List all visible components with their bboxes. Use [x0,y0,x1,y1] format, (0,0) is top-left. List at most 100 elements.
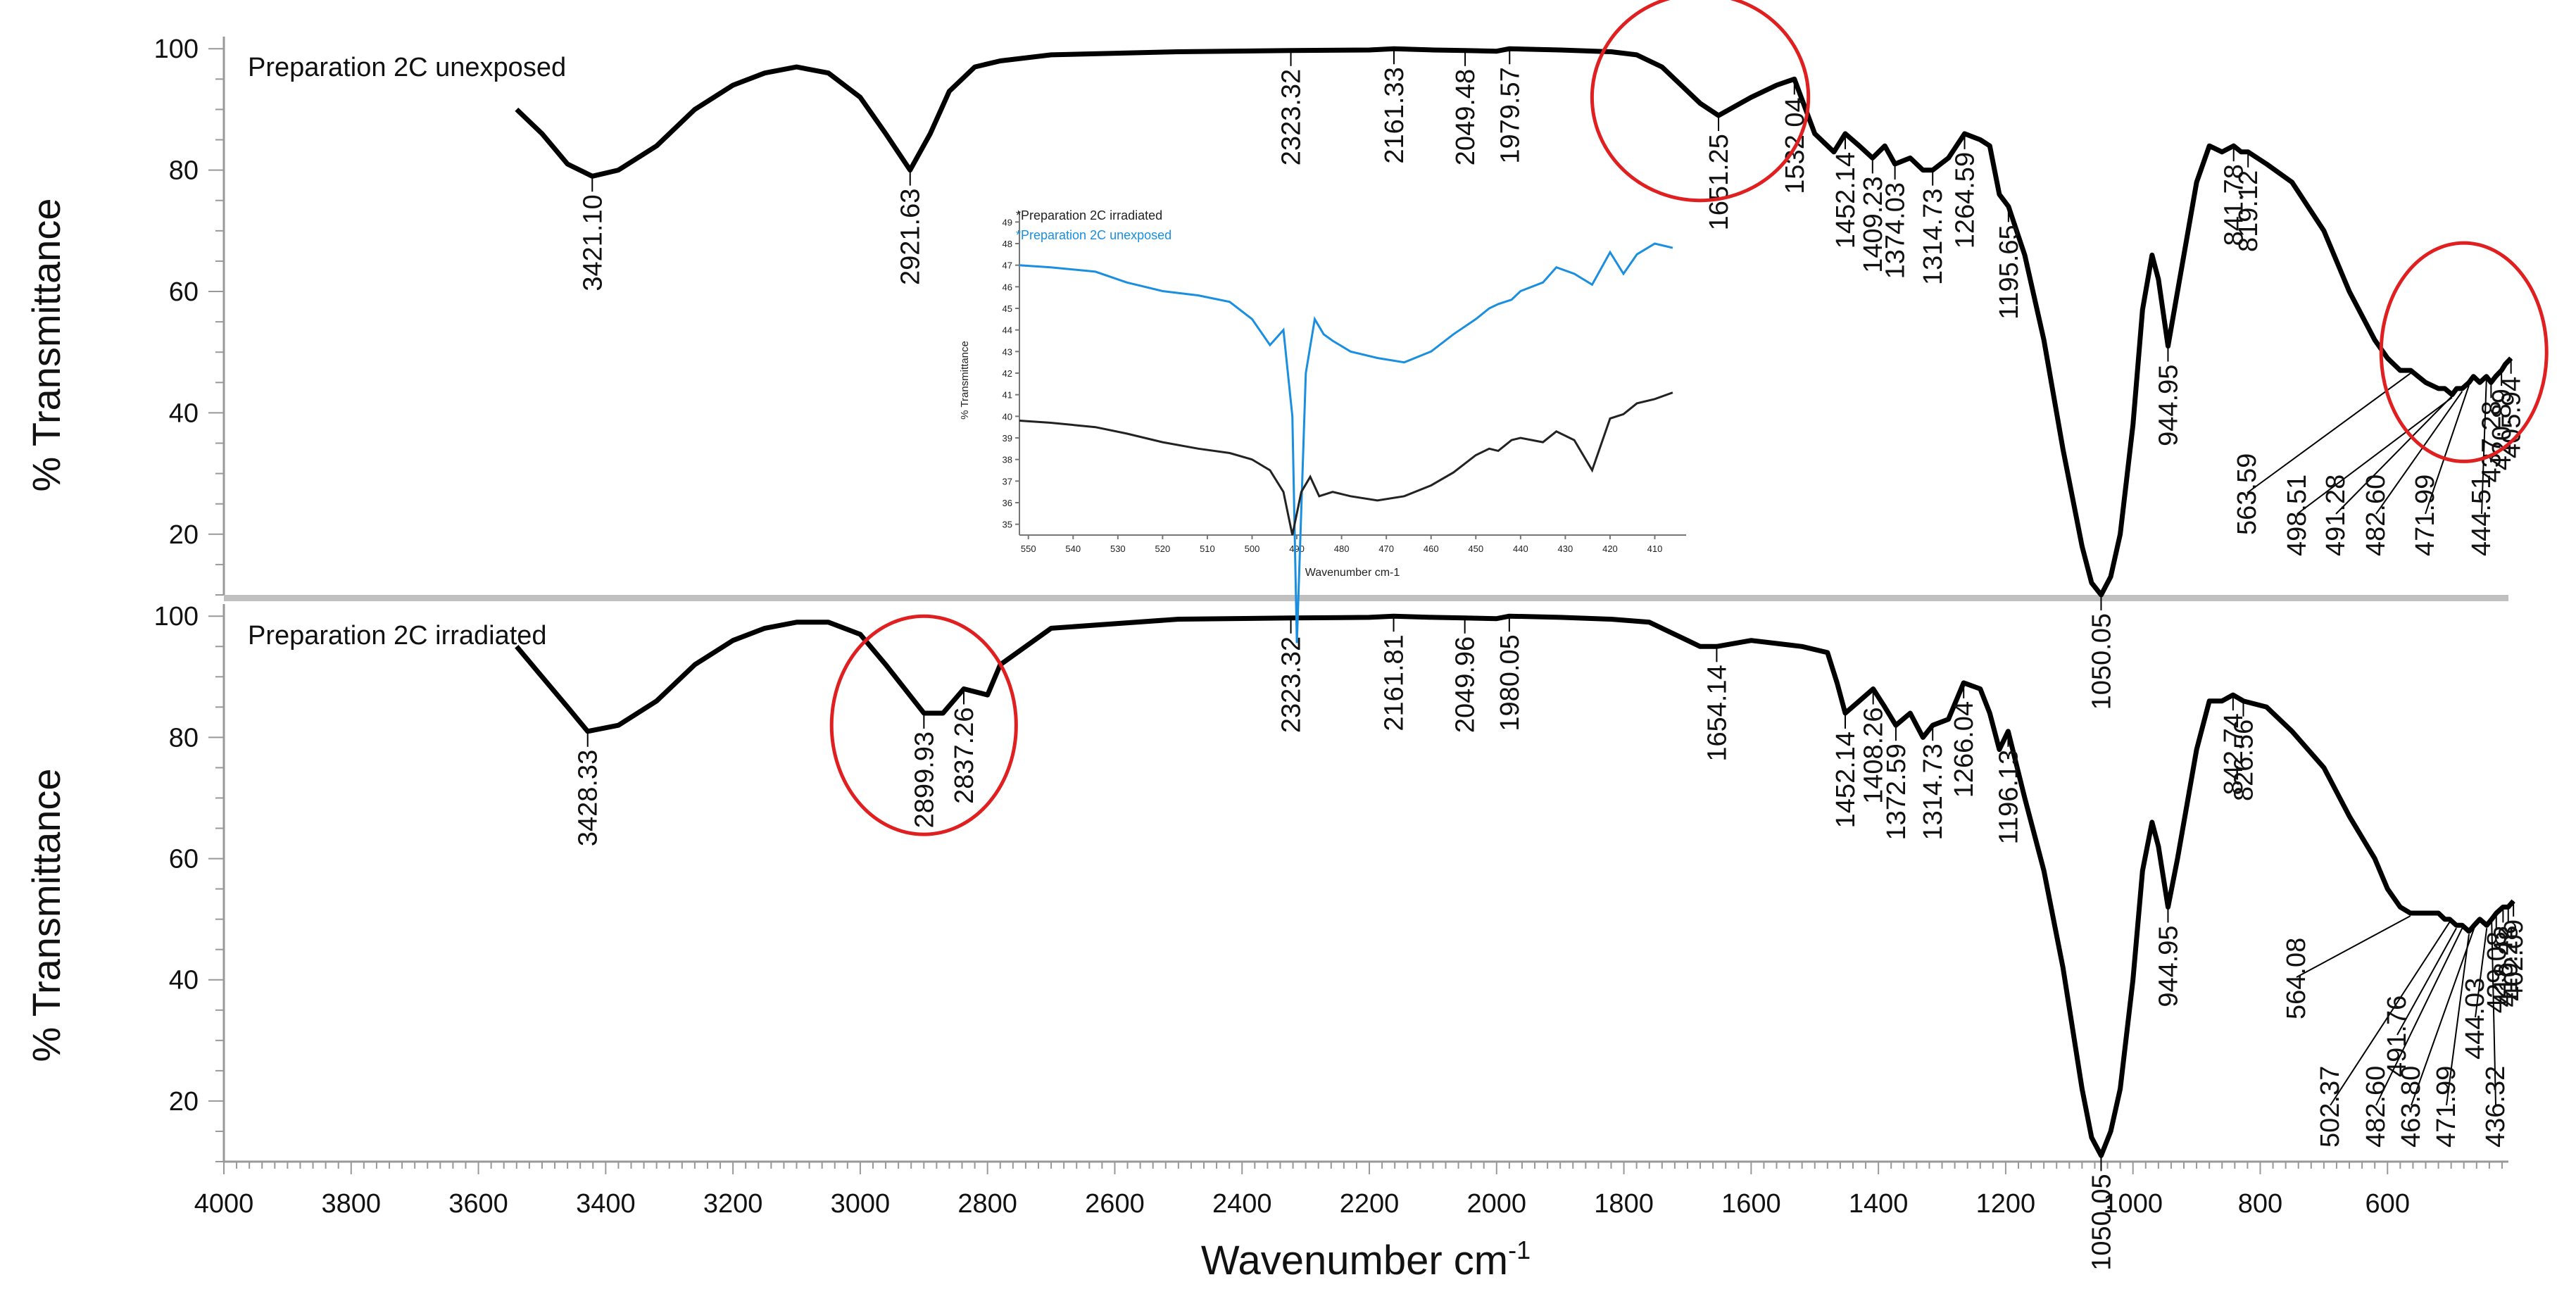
inset-y-tick-label: 46 [1003,282,1012,292]
peak-leader-line [2475,928,2488,1018]
peak-label: 1979.57 [1495,67,1525,163]
peak-label: 491.76 [2382,995,2412,1077]
peak-label: 498.51 [2282,475,2312,556]
peak-label: 482.60 [2361,1066,2391,1148]
peak-leader-line [2375,391,2463,515]
x-axis-ticks: 4000 3800 3600 3400 3200 3000 2800 2600 2400 2200… [194,1162,2503,1219]
peak-label: 437.28 [2477,401,2506,482]
peak-label: 1314.73 [1918,743,1948,840]
top-peak-labels: 3421.10 2921.63 2323.32 2161.33 2049.48 1979.… [578,49,2527,710]
peak-label: 444.03 [2461,978,2490,1060]
peak-label: 1654.14 [1702,665,1732,761]
x-tick-label: 1400 [1849,1189,1909,1219]
bottom-spectrum-line [515,613,2515,1158]
top-panel: 100 80 60 40 20 % Transmittance Preparation … [24,34,2527,710]
peak-label: 2049.96 [1451,636,1481,733]
inset-y-tick-label: 47 [1003,260,1012,271]
peak-leader-line [2446,934,2470,1106]
inset-y-tick-label: 45 [1003,303,1012,314]
bottom-y-ticks: 100 80 60 40 20 [154,602,224,1162]
peak-label: 1050.05 [2087,1174,2116,1270]
peak-label: 444.51 [2467,475,2496,556]
top-y-axis-label: % Transmittance [24,198,68,491]
highlight-circles [829,0,2549,836]
peak-label: 463.80 [2396,1066,2426,1148]
peak-label: 1452.14 [1831,152,1861,249]
peak-label: 410.28 [2494,925,2524,1007]
x-tick-label: 2600 [1085,1189,1145,1219]
inset-x-tick-label: 420 [1602,544,1618,554]
x-tick-label: 2000 [1467,1189,1527,1219]
peak-label: 1266.04 [1949,701,1979,798]
peak-label: 1409.23 [1859,176,1888,272]
inset-y-tick-label: 37 [1003,476,1012,486]
peak-leader-line [2411,927,2475,1106]
y-tick-label: 40 [169,966,199,995]
peak-label: 436.32 [2481,1066,2511,1148]
y-tick-label: 20 [169,1087,199,1117]
peak-label: 502.37 [2316,1066,2345,1148]
bottom-panel: 100 80 60 40 20 % Transmittance Preparation … [24,602,2529,1271]
y-tick-label: 80 [169,723,199,753]
peak-label: 842.74 [2219,713,2249,795]
y-tick-label: 100 [154,602,199,632]
peak-label: 402.09 [2499,919,2529,1001]
inset-x-tick-label: 550 [1021,544,1036,554]
peak-leader-line [2491,922,2496,1106]
peak-label: 2323.32 [1277,69,1307,165]
x-tick-label: 1200 [1976,1189,2036,1219]
inset-legend-unexposed: *Preparation 2C unexposed [1016,228,1171,242]
inset-x-axis-label: Wavenumber cm-1 [1305,567,1400,579]
peak-label: 1196.13 [1994,750,2023,845]
x-tick-label: 1600 [1721,1189,1781,1219]
x-tick-label: 3800 [322,1189,382,1219]
highlight-circle [829,614,1018,836]
inset-ticks: 550 540 530 520 510 500 490 480 470 460 450 440 430 4… [1003,217,1663,554]
inset-y-tick-label: 38 [1003,455,1012,465]
peak-label: 405.94 [2497,377,2527,458]
inset-unexposed-line [1019,242,1673,643]
inset-y-tick-label: 48 [1003,239,1012,249]
x-tick-label: 3200 [703,1189,763,1219]
inset-chart: *Preparation 2C irradiated *Preparation … [959,208,1693,643]
inset-y-tick-label: 49 [1003,217,1012,227]
inset-x-tick-label: 470 [1378,544,1394,554]
inset-y-tick-label: 40 [1003,411,1012,422]
bottom-y-axis-label: % Transmittance [24,768,68,1062]
peak-label: 564.08 [2282,938,2311,1019]
bottom-panel-title: Preparation 2C irradiated [248,621,547,651]
x-axis-label: Wavenumber cm-1 [1201,1236,1531,1283]
inset-x-tick-label: 450 [1468,544,1483,554]
peak-leader-line [2247,372,2411,494]
inset-y-axis-label: % Transmittance [959,341,971,420]
peak-label: 826.56 [2229,720,2258,801]
inset-x-tick-label: 540 [1065,544,1081,554]
peak-label: 471.99 [2432,1066,2461,1148]
inset-x-tick-label: 460 [1424,544,1439,554]
inset-x-tick-label: 510 [1200,544,1215,554]
peak-leader-line [2330,922,2451,1106]
peak-leader-line [2481,379,2487,515]
top-spectrum-line [515,46,2513,598]
peak-label: 2921.63 [896,189,926,285]
x-tick-label: 800 [2238,1189,2282,1219]
inset-y-tick-label: 42 [1003,368,1012,379]
peak-label: 2837.26 [950,708,979,804]
peak-label: 1050.05 [2087,613,2116,710]
peak-label: 944.95 [2154,365,2183,446]
inset-y-tick-label: 41 [1003,390,1012,401]
peak-label: 1195.65 [1994,225,2024,320]
x-tick-label: 2200 [1340,1189,1400,1219]
y-tick-label: 60 [169,277,199,307]
inset-legend-irradiated: *Preparation 2C irradiated [1016,208,1162,222]
x-tick-label: 3000 [831,1189,891,1219]
inset-x-tick-label: 530 [1110,544,1126,554]
y-tick-label: 40 [169,398,199,428]
peak-label: 563.59 [2232,453,2262,535]
peak-label: 1372.59 [1882,743,1911,840]
inset-x-tick-label: 520 [1155,544,1171,554]
x-tick-label: 600 [2365,1189,2410,1219]
x-tick-label: 4000 [194,1189,254,1219]
peak-label: 1980.05 [1495,634,1525,731]
